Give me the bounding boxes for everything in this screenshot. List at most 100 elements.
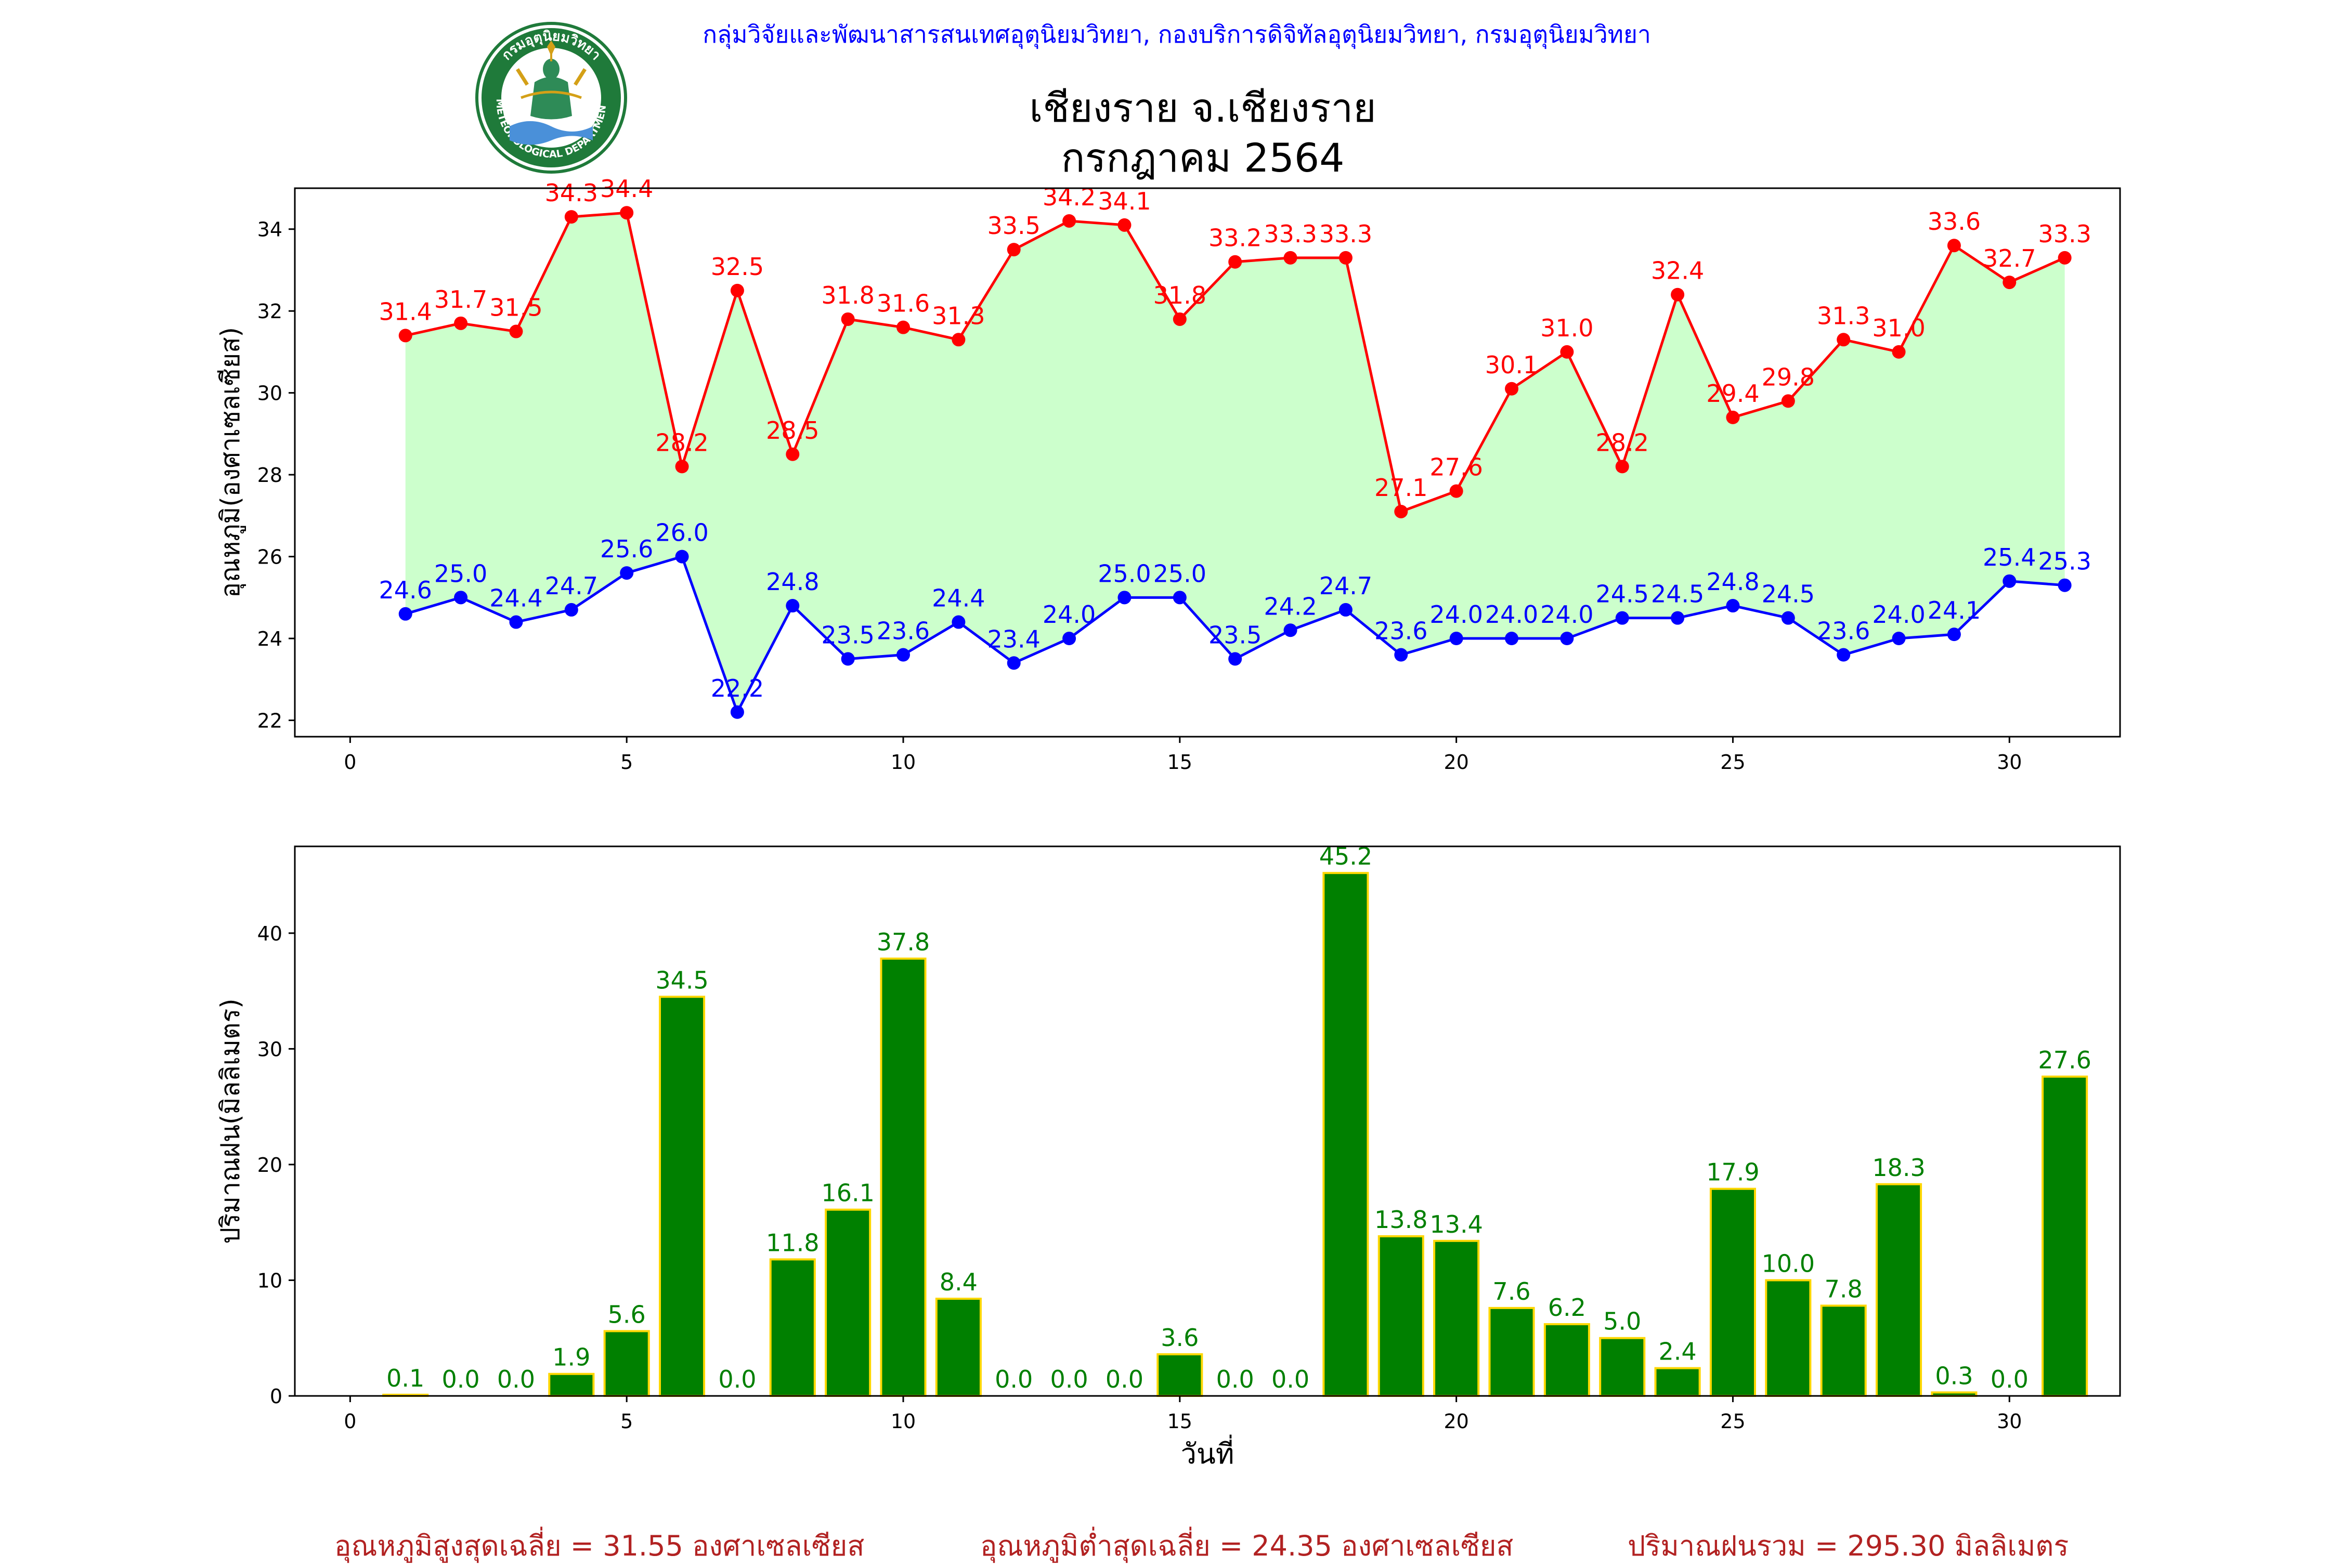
data-point-min: [1947, 628, 1961, 642]
data-label-min: 23.5: [821, 621, 874, 649]
data-point-min: [1615, 611, 1629, 625]
data-label-max: 27.1: [1374, 474, 1427, 502]
data-point-min: [1892, 632, 1906, 646]
data-label-min: 24.8: [766, 568, 819, 596]
data-label-min: 24.4: [932, 584, 985, 612]
data-point-max: [1671, 288, 1685, 302]
data-label-min: 24.2: [1264, 592, 1317, 620]
x-tick-label: 30: [1997, 1410, 2022, 1433]
data-point-max: [1228, 255, 1242, 269]
data-point-max: [1560, 345, 1574, 359]
data-point-max: [1338, 251, 1353, 265]
rain-bar: [1433, 1239, 1480, 1397]
data-label-min: 23.6: [1374, 617, 1427, 645]
data-point-min: [1837, 648, 1851, 662]
rain-label: 0.3: [1935, 1362, 1973, 1390]
summary-avg-max: อุณหภูมิสูงสุดเฉลี่ย = 31.55 องศาเซลเซีย…: [334, 1530, 865, 1562]
data-label-min: 24.6: [379, 576, 432, 604]
rain-label: 13.8: [1374, 1206, 1427, 1234]
x-tick-label: 0: [344, 1410, 356, 1433]
rain-label: 5.6: [608, 1300, 646, 1328]
rain-label: 0.0: [497, 1365, 535, 1393]
data-point-min: [1173, 591, 1187, 605]
data-label-max: 31.8: [821, 281, 874, 309]
rain-bar: [1876, 1183, 1922, 1397]
x-axis-label: วันที่: [1181, 1434, 1234, 1470]
rain-label: 0.0: [1216, 1365, 1254, 1393]
data-label-max: 34.3: [545, 179, 598, 207]
data-point-max: [1062, 214, 1076, 228]
rain-label: 0.0: [1106, 1365, 1143, 1393]
data-point-max: [1449, 484, 1463, 498]
data-label-max: 33.2: [1208, 224, 1262, 252]
data-label-min: 24.7: [545, 572, 598, 600]
data-point-min: [1560, 632, 1574, 646]
rain-bar: [659, 996, 706, 1397]
data-label-min: 25.0: [434, 559, 487, 587]
y-axis-label: อุณหภูมิ(องศาเซลเซียส): [215, 327, 246, 598]
data-label-min: 26.0: [655, 519, 708, 547]
data-point-max: [1283, 251, 1297, 265]
y-tick-label: 34: [257, 218, 282, 241]
data-point-max: [2058, 251, 2072, 265]
data-point-min: [2003, 574, 2017, 588]
data-label-max: 29.4: [1706, 380, 1759, 408]
y-tick-label: 40: [257, 922, 282, 945]
rain-bar: [1377, 1235, 1424, 1397]
x-tick-label: 15: [1167, 751, 1192, 774]
data-label-max: 31.0: [1540, 314, 1593, 342]
rain-label: 0.0: [1991, 1365, 2029, 1393]
rain-label: 18.3: [1872, 1154, 1925, 1182]
chart-title: เชียงราย จ.เชียงราย กรกฎาคม 2564: [891, 83, 1515, 183]
y-tick-label: 0: [270, 1385, 282, 1408]
x-tick-label: 5: [620, 751, 633, 774]
y-tick-label: 20: [257, 1154, 282, 1177]
data-point-max: [1615, 460, 1629, 474]
data-point-max: [952, 333, 966, 347]
data-point-min: [1007, 656, 1021, 670]
data-label-min: 22.2: [711, 674, 764, 702]
data-label-max: 28.5: [766, 416, 819, 445]
rain-bar: [1322, 872, 1369, 1397]
data-label-min: 24.0: [1429, 600, 1483, 629]
rain-bar: [880, 957, 927, 1397]
data-label-max: 32.5: [711, 253, 764, 281]
data-label-max: 28.2: [655, 428, 708, 456]
y-tick-label: 26: [257, 546, 282, 569]
data-label-min: 25.3: [2038, 547, 2091, 576]
data-label-min: 25.0: [1098, 559, 1151, 587]
rain-label: 16.1: [821, 1179, 874, 1207]
data-point-max: [1505, 382, 1518, 396]
data-point-max: [1781, 394, 1795, 408]
x-tick-label: 10: [891, 1410, 916, 1433]
data-point-min: [1394, 648, 1408, 662]
data-point-max: [398, 329, 412, 343]
rain-bar: [1765, 1279, 1812, 1397]
data-point-max: [786, 447, 800, 461]
data-label-min: 24.1: [1928, 596, 1981, 624]
title-month: กรกฎาคม 2564: [1061, 135, 1345, 181]
data-label-max: 27.6: [1429, 453, 1483, 481]
rain-label: 0.0: [442, 1365, 480, 1393]
data-label-min: 23.6: [877, 617, 930, 645]
data-label-min: 24.0: [1540, 600, 1593, 629]
x-tick-label: 15: [1167, 1410, 1192, 1433]
data-label-max: 31.5: [489, 294, 542, 322]
data-point-max: [509, 324, 523, 338]
credit-line: กลุ่มวิจัยและพัฒนาสารสนเทศอุตุนิยมวิทยา,…: [703, 20, 1651, 48]
data-point-min: [398, 607, 412, 621]
data-point-max: [2003, 276, 2017, 290]
y-axis-label: ปริมาณฝน(มิลลิเมตร): [215, 998, 245, 1244]
data-point-max: [730, 283, 744, 297]
data-label-max: 32.7: [1983, 244, 2036, 272]
rain-bar: [1156, 1353, 1203, 1397]
data-label-max: 31.3: [1817, 302, 1870, 330]
data-point-max: [1173, 312, 1187, 326]
data-point-max: [896, 320, 910, 334]
x-tick-label: 20: [1444, 1410, 1468, 1433]
data-label-min: 23.6: [1817, 617, 1870, 645]
rain-label: 0.0: [1050, 1365, 1088, 1393]
data-label-max: 31.7: [434, 285, 487, 313]
data-point-min: [1338, 603, 1353, 617]
